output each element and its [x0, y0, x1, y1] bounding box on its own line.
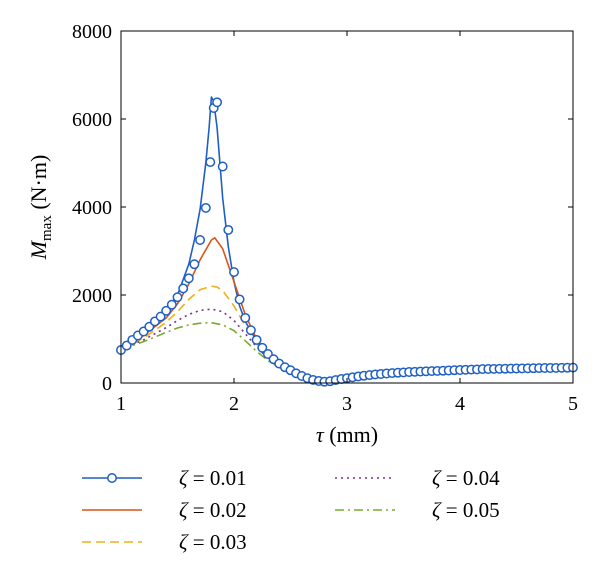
series-1-marker — [234, 294, 245, 305]
series-1-marker — [189, 259, 200, 270]
series-1-marker — [223, 224, 234, 235]
series-1-marker — [195, 235, 206, 245]
series-1-marker — [155, 311, 166, 322]
y-ticks: 0 2000 4000 6000 8000 — [72, 21, 573, 395]
y-axis-title: Mmax (N·m) — [26, 155, 55, 261]
legend-label-3: ζ = 0.03 — [179, 530, 247, 554]
y-tick-label: 6000 — [72, 109, 112, 131]
legend: ζ = 0.01 ζ = 0.02 ζ = 0.03 ζ = 0.04 ζ = 0.05 — [82, 466, 500, 554]
series-1-marker — [183, 273, 194, 284]
series-1-marker — [229, 267, 239, 278]
series-1-marker — [245, 325, 256, 336]
series-1-marker — [200, 202, 211, 213]
series-1-marker — [166, 299, 177, 310]
y-tick-label: 8000 — [72, 21, 112, 43]
series-1-marker — [217, 161, 228, 172]
series-1-marker — [257, 342, 268, 353]
y-tick-label: 2000 — [72, 285, 112, 307]
x-tick-label: 2 — [229, 393, 239, 415]
series-1-marker — [212, 97, 223, 108]
x-tick-label: 5 — [568, 393, 578, 415]
legend-label-4: ζ = 0.04 — [432, 466, 500, 490]
x-axis-title: τ (mm) — [316, 422, 378, 447]
y-tick-label: 0 — [102, 373, 112, 395]
series-1-marker — [121, 340, 132, 351]
series-line-1 — [120, 96, 574, 382]
series-1-marker — [240, 312, 251, 323]
x-axis-symbol: τ — [316, 422, 325, 447]
series-1-marker — [205, 157, 216, 168]
x-ticks: 1 2 3 4 5 — [116, 31, 578, 415]
series-1-marker — [172, 292, 183, 303]
x-tick-label: 4 — [455, 393, 465, 415]
y-axis-subscript: max — [39, 215, 55, 241]
plot-markers — [116, 97, 578, 387]
legend-label-5: ζ = 0.05 — [432, 498, 500, 522]
plot-frame — [120, 30, 574, 384]
legend-label-2: ζ = 0.02 — [179, 498, 247, 522]
legend-marker-1 — [107, 473, 117, 483]
series-line-2 — [120, 237, 574, 382]
y-tick-label: 4000 — [72, 197, 112, 219]
legend-label-1: ζ = 0.01 — [179, 466, 247, 490]
series-1-marker — [161, 305, 172, 316]
y-axis-unit: (N·m) — [26, 155, 51, 215]
series-1-marker — [251, 334, 262, 345]
x-axis-unit: (mm) — [324, 422, 378, 447]
series-1-marker — [178, 283, 189, 294]
y-axis-symbol: M — [26, 239, 51, 260]
x-tick-label: 1 — [116, 393, 126, 415]
x-tick-label: 3 — [342, 393, 352, 415]
plot-lines — [120, 96, 574, 382]
